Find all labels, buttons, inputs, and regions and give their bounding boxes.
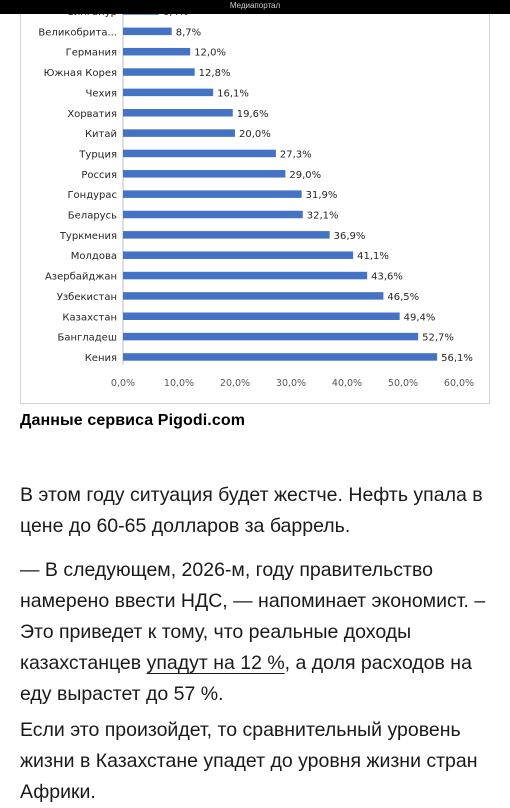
- value-label: 16,1%: [217, 88, 249, 99]
- value-label: 36,9%: [334, 231, 366, 242]
- category-label: Узбекистан: [57, 292, 117, 303]
- x-tick-label: 40,0%: [332, 378, 362, 389]
- category-label: Беларусь: [68, 211, 117, 222]
- category-label: Молдова: [71, 251, 117, 262]
- category-label: Великобрита...: [38, 27, 117, 38]
- value-label: 32,1%: [307, 211, 339, 222]
- income-drop-link[interactable]: упадут на 12 %: [146, 652, 285, 674]
- x-tick-label: 20,0%: [220, 378, 250, 389]
- bar-chart: Сингапур6,4%Великобрита...8,7%Германия12…: [38, 0, 474, 389]
- category-label: Россия: [81, 170, 117, 181]
- category-label: Казахстан: [62, 312, 117, 323]
- value-label: 20,0%: [239, 129, 271, 140]
- bar: [123, 149, 276, 158]
- value-label: 27,3%: [280, 149, 312, 160]
- paragraph-2-text-end: , а доля расходов на еду вырастет до 57 …: [20, 652, 472, 705]
- bar: [123, 129, 235, 137]
- article-paragraph-1: В этом году ситуация будет жестче. Нефть…: [20, 484, 483, 537]
- paragraph-2-text-start: — В следующем, 2026-м, году правительств…: [20, 559, 486, 674]
- value-label: 31,9%: [306, 190, 338, 201]
- category-label: Кения: [85, 353, 117, 364]
- bar: [123, 292, 384, 300]
- bar: [123, 170, 286, 178]
- x-tick-label: 10,0%: [164, 378, 194, 389]
- value-label: 12,8%: [199, 68, 231, 79]
- bar: [123, 251, 354, 259]
- bar: [123, 68, 195, 76]
- bar: [123, 210, 303, 219]
- value-label: 19,6%: [237, 109, 269, 120]
- value-label: 8,7%: [176, 27, 201, 38]
- bar: [123, 88, 214, 97]
- bar: [123, 332, 419, 341]
- bar: [123, 47, 191, 56]
- category-label: Гондурас: [67, 190, 117, 201]
- x-tick-label: 30,0%: [276, 378, 306, 389]
- value-label: 43,6%: [371, 272, 403, 283]
- category-label: Туркмения: [59, 231, 117, 242]
- category-label: Чехия: [86, 88, 117, 99]
- category-label: Турция: [78, 149, 117, 160]
- value-label: 49,4%: [404, 312, 436, 323]
- value-label: 12,0%: [194, 48, 226, 59]
- category-label: Китай: [85, 129, 117, 140]
- bar: [123, 271, 368, 280]
- x-tick-label: 0,0%: [111, 378, 135, 389]
- chart-caption: Данные сервиса Pigodi.com: [20, 412, 246, 429]
- value-label: 46,5%: [387, 292, 419, 303]
- value-label: 52,7%: [422, 333, 454, 344]
- value-label: 56,1%: [441, 353, 473, 364]
- status-bar-title: Медиапортал: [229, 1, 281, 10]
- bar: [123, 109, 233, 117]
- x-tick-label: 50,0%: [388, 378, 418, 389]
- category-label: Хорватия: [67, 109, 117, 120]
- article-paragraph-3: Если это произойдет, то сравнительный ур…: [20, 719, 478, 803]
- value-label: 41,1%: [357, 251, 389, 262]
- value-label: 29,0%: [289, 170, 321, 181]
- bar: [123, 27, 172, 36]
- bar: [123, 190, 302, 198]
- article-paragraph-2: — В следующем, 2026-м, году правительств…: [20, 555, 498, 710]
- category-label: Южная Корея: [44, 68, 117, 79]
- chart-panel: Сингапур6,4%Великобрита...8,7%Германия12…: [20, 0, 490, 404]
- bar: [123, 353, 438, 361]
- bar: [123, 231, 330, 239]
- bar: [123, 312, 400, 320]
- category-label: Германия: [66, 48, 117, 59]
- category-label: Азербайджан: [45, 272, 117, 283]
- category-label: Бангладеш: [57, 333, 117, 344]
- x-tick-label: 60,0%: [444, 378, 474, 389]
- status-bar: Медиапортал: [0, 0, 510, 14]
